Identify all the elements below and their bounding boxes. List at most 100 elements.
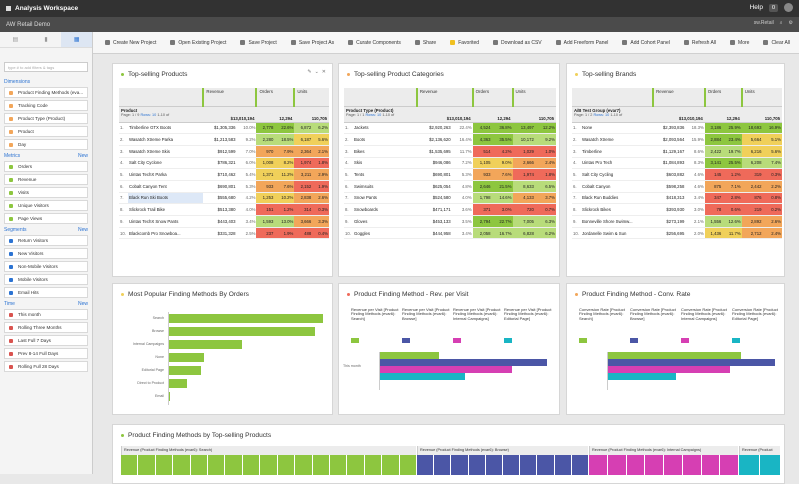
table-row[interactable]: 5. Tents $690,801 5.3% 933 7.6% 1,974 1.8% [344, 168, 556, 181]
toolbar-button[interactable]: Create New Project [105, 40, 156, 46]
column-header[interactable]: Revenue [206, 89, 224, 94]
report-suite-selector[interactable]: sw.Retail [753, 20, 774, 26]
row-label[interactable]: Bonneville Shore Swimw... [581, 215, 654, 228]
user-avatar-icon[interactable] [784, 3, 793, 12]
rail-metrics-item[interactable]: Visits [4, 187, 88, 198]
rail-metrics-item[interactable]: Orders [4, 161, 88, 172]
table-row[interactable]: 3. Wasatch Xtreme Skis $912,599 7.0% 970 7.9%… [119, 145, 329, 158]
settings-icon[interactable]: ⚙ [788, 20, 793, 26]
toolbar-button[interactable]: Save Project As [290, 40, 334, 46]
table-row[interactable]: 10. Goggles $444,958 3.4% 2,058 16.7% 6,828 6.2… [344, 227, 556, 240]
table-row[interactable]: 3. Bikes $1,535,695 11.7% 514 4.2% 1,029 1.0% [344, 145, 556, 158]
rail-segments-item[interactable]: Mobile Visitors [4, 274, 88, 285]
toolbar-button[interactable]: Open Existing Project [170, 40, 226, 46]
row-label[interactable]: Gloves [353, 215, 417, 228]
column-header[interactable]: Revenue (Product Finding Methods (evar6)… [417, 446, 588, 455]
series-bar[interactable] [379, 373, 465, 380]
rail-segments-item[interactable]: Non-Mobile Visitors [4, 261, 88, 272]
panels-tab-icon[interactable]: ▤ [12, 37, 19, 43]
row-label[interactable]: Salt City Cycling [581, 168, 654, 181]
toolbar-button[interactable]: Refresh All [683, 40, 716, 46]
row-label[interactable]: Snowboards [353, 203, 417, 216]
dimension-header[interactable]: A/B Test Group (evar7) [574, 107, 621, 113]
row-label[interactable]: Blackcomb Pro Snowboa... [128, 227, 204, 240]
table-row[interactable]: 3. Timberline $1,129,167 8.6% 2,422 19.7% 6,21… [572, 145, 782, 158]
table-row[interactable]: 8. Slickrock Bikes $393,930 3.0% 78 0.6% 219 0.… [572, 203, 782, 216]
rows-selector[interactable]: Rows: 10 [593, 112, 610, 117]
series-bar[interactable] [607, 359, 775, 366]
toolbar-button[interactable]: Favorited [450, 40, 479, 46]
row-label[interactable]: Slickrock Bikes [581, 203, 654, 216]
rail-dimensions-item[interactable]: Product Type (Product) [4, 113, 88, 124]
row-label[interactable]: Cobalt Canyon Tent [128, 180, 204, 193]
rail-dimensions-item[interactable]: Day [4, 139, 88, 150]
table-row[interactable]: 4. Salt City Cyclone $786,321 6.0% 1,008 8.2%… [119, 157, 329, 170]
close-icon[interactable]: ✕ [321, 69, 326, 75]
row-label[interactable]: Slickrock Trail Bike [128, 203, 204, 216]
table-row[interactable]: 2. Boots $2,136,620 16.4% 4,363 35.5% 10,172 9.… [344, 133, 556, 146]
series-bar[interactable] [379, 366, 512, 373]
new-time-link[interactable]: New [77, 301, 88, 307]
table-row[interactable]: 2. Wasatch Xtreme $2,093,564 15.9% 2,884 23.4… [572, 133, 782, 146]
visualizations-tab-icon[interactable]: ▮ [44, 37, 48, 43]
search-icon[interactable]: ⌕ [779, 20, 783, 26]
column-header[interactable]: Orders [475, 89, 490, 94]
toolbar-button[interactable]: Share [414, 40, 436, 46]
column-header[interactable]: Revenue [656, 89, 674, 94]
table-row[interactable]: 7. Black Run Ski Boots $555,680 4.2% 1,253 10… [119, 192, 329, 205]
table-row[interactable]: 5. Salt City Cycling $603,882 4.6% 145 1.2% 31… [572, 168, 782, 181]
table-row[interactable]: 10. Blackcomb Pro Snowboa... $331,328 2.5% 2… [119, 227, 329, 240]
column-header[interactable]: Units [297, 89, 308, 94]
orders-bar[interactable] [168, 314, 323, 323]
dimension-header[interactable]: Product [121, 107, 138, 113]
row-label[interactable]: Cobalt Canyon [581, 180, 654, 193]
orders-bar[interactable] [168, 366, 201, 375]
table-row[interactable]: 6. Cobalt Canyon $598,258 4.6% 875 7.1% 2,442 2… [572, 180, 782, 193]
toolbar-button[interactable]: More [730, 40, 749, 46]
table-row[interactable]: 2. Wasatch Xtreme Parka $1,213,583 9.2% 2,28… [119, 133, 329, 146]
table-row[interactable]: 8. Slickrock Trail Bike $513,380 4.0% 151 1.2… [119, 203, 329, 216]
rail-dimensions-item[interactable]: Tracking Code [4, 100, 88, 111]
column-header[interactable]: Orders [707, 89, 722, 94]
orders-bar[interactable] [168, 379, 187, 388]
table-row[interactable]: 9. Bonneville Shore Swimw... $273,199 2.1% 1… [572, 215, 782, 228]
row-label[interactable]: Wasatch Xtreme [581, 133, 654, 146]
row-label[interactable]: Wasatch Xtreme Skis [128, 145, 204, 158]
row-label[interactable]: Timberline [581, 145, 654, 158]
orders-bar[interactable] [168, 340, 243, 349]
apps-icon[interactable] [6, 6, 11, 11]
toolbar-button[interactable]: Add Cohort Panel [622, 40, 670, 46]
series-bar[interactable] [607, 352, 742, 359]
new-segment-link[interactable]: New [77, 227, 88, 233]
rail-metrics-item[interactable]: Page Views [4, 213, 88, 224]
series-bar[interactable] [607, 373, 676, 380]
column-header[interactable]: Revenue (Product [739, 446, 780, 455]
table-row[interactable]: 5. Uintas TechX Parka $710,462 5.4% 1,371 11.… [119, 168, 329, 181]
series-bar[interactable] [607, 366, 730, 373]
rail-segments-item[interactable]: Return Visitors [4, 235, 88, 246]
table-row[interactable]: 7. Snow Pants $524,580 4.0% 1,798 14.6% 4,133 3… [344, 192, 556, 205]
table-row[interactable]: 9. Gloves $453,133 3.5% 2,794 22.7% 7,005 6.3% [344, 215, 556, 228]
rail-metrics-item[interactable]: Unique Visitors [4, 200, 88, 211]
row-label[interactable]: Snow Pants [353, 192, 417, 205]
row-label[interactable]: Tents [353, 168, 417, 181]
column-header[interactable]: Units [744, 89, 755, 94]
column-header[interactable]: Revenue (Product Finding Methods (evar6)… [121, 446, 416, 455]
row-label[interactable]: None [581, 122, 654, 135]
table-row[interactable]: 1. None $2,393,836 18.3% 3,186 25.9% 18,693 16.… [572, 122, 782, 135]
orders-bar[interactable] [168, 353, 204, 362]
table-row[interactable]: 1. Timberline GTX Boots $1,305,336 10.0% 2,7… [119, 122, 329, 135]
rail-segments-item[interactable]: New Visitors [4, 248, 88, 259]
row-label[interactable]: Uintas TechX Snow Pants [128, 215, 204, 228]
column-header[interactable]: Orders [259, 89, 273, 94]
rail-time-item[interactable]: Rolling Three Months [4, 322, 88, 333]
table-row[interactable]: 8. Snowboards $471,171 3.6% 371 3.0% 720 0.7% [344, 203, 556, 216]
new-metric-link[interactable]: New [77, 153, 88, 159]
row-label[interactable]: Jordanelle Swim & Sun [581, 227, 654, 240]
toolbar-button[interactable]: Download as CSV [493, 40, 542, 46]
rail-segments-item[interactable]: Email Hits [4, 287, 88, 298]
table-row[interactable]: 10. Jordanelle Swim & Sun $256,695 2.0% 1,43… [572, 227, 782, 240]
row-label[interactable]: Uintas TechX Parka [128, 168, 204, 181]
collapse-icon[interactable]: ⌄ [314, 69, 319, 75]
series-bar[interactable] [379, 352, 440, 359]
